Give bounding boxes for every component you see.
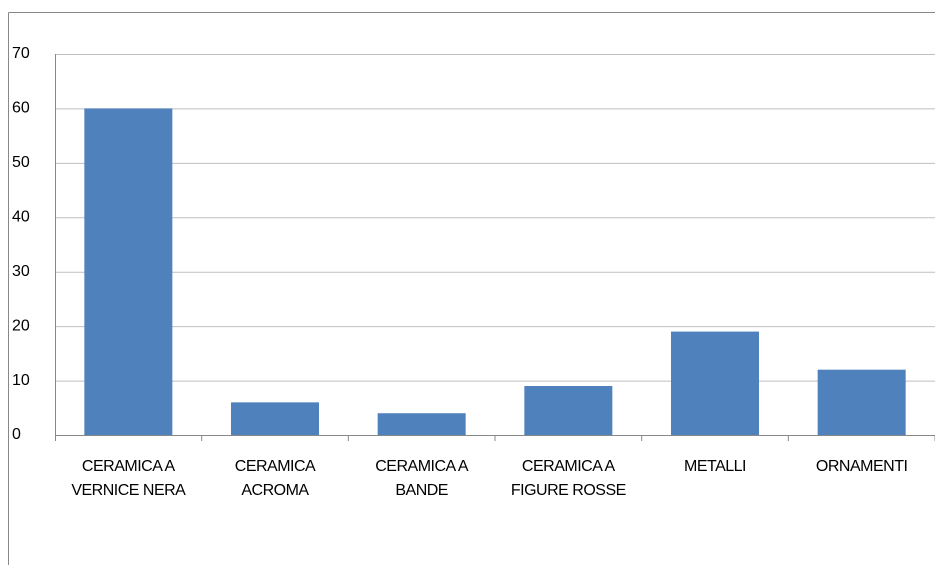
y-tick-label: 50 [12, 154, 30, 171]
y-tick-label: 70 [12, 45, 30, 62]
bar [524, 386, 613, 435]
y-tick-label: 20 [12, 317, 30, 334]
bar [84, 108, 173, 435]
y-tick-label: 40 [12, 209, 30, 226]
bar [377, 413, 466, 435]
x-tick-label: CERAMICA A VERNICE NERA [71, 458, 186, 499]
bar [671, 331, 759, 435]
x-tick-label: METALLI [684, 458, 747, 475]
x-tick-label: CERAMICA ACROMA [234, 458, 316, 499]
y-tick-label: 10 [12, 372, 30, 389]
x-tick-label: ORNAMENTI [815, 458, 908, 475]
bar [817, 369, 906, 435]
x-tick-label: CERAMICA A BANDE [375, 458, 469, 499]
y-tick-label: 0 [12, 426, 21, 443]
bar [231, 402, 319, 435]
x-tick-label: CERAMICA A FIGURE ROSSE [510, 458, 626, 499]
y-tick-label: 60 [12, 100, 30, 117]
y-tick-label: 30 [12, 263, 30, 280]
